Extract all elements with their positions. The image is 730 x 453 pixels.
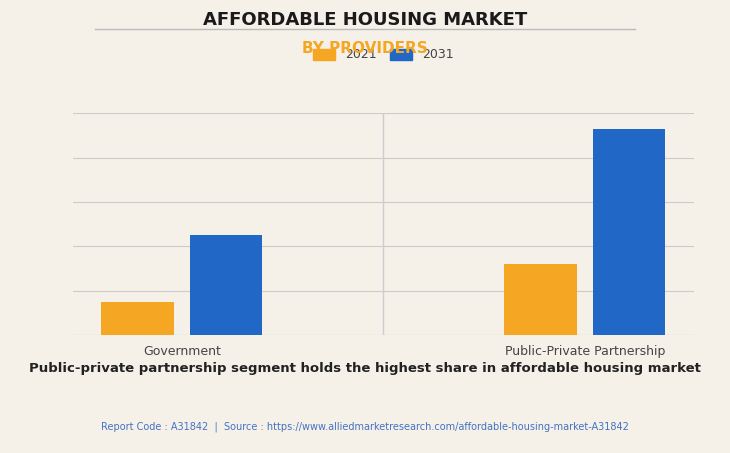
Bar	[101, 302, 174, 335]
Text: AFFORDABLE HOUSING MARKET: AFFORDABLE HOUSING MARKET	[203, 11, 527, 29]
Text: BY PROVIDERS: BY PROVIDERS	[302, 41, 428, 56]
Bar	[593, 129, 665, 335]
Bar	[504, 264, 577, 335]
Bar	[190, 236, 262, 335]
Legend: 2021, 2031: 2021, 2031	[313, 48, 453, 62]
Text: Report Code : A31842  |  Source : https://www.alliedmarketresearch.com/affordabl: Report Code : A31842 | Source : https://…	[101, 421, 629, 432]
Text: Public-private partnership segment holds the highest share in affordable housing: Public-private partnership segment holds…	[29, 362, 701, 376]
